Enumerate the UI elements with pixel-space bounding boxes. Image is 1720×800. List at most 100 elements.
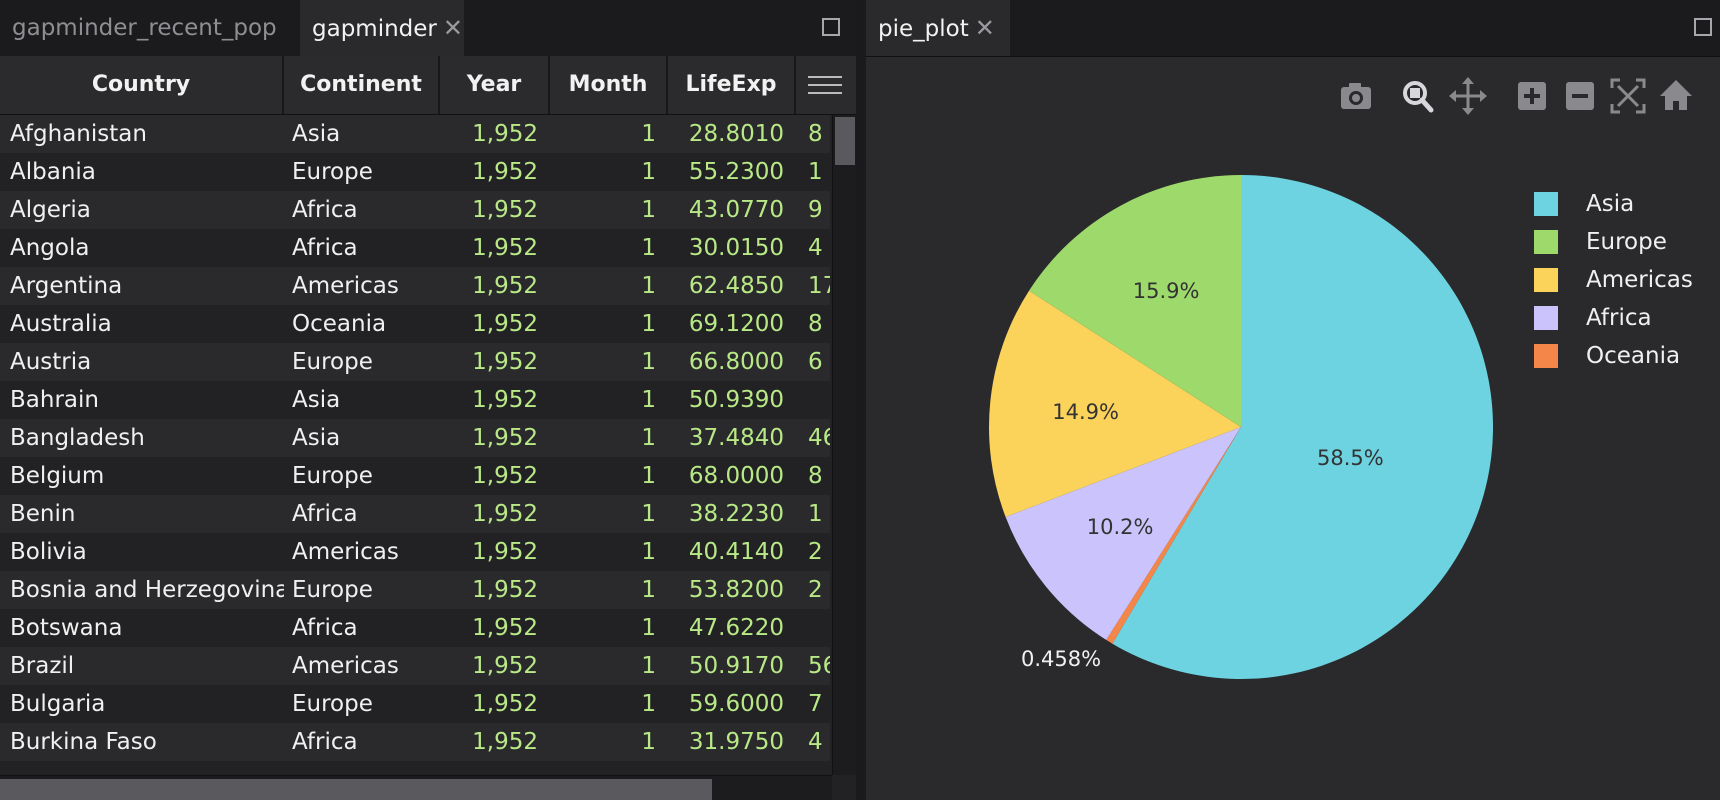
cell-continent: Africa — [292, 609, 440, 647]
tab-pie-plot[interactable]: pie_plot ✕ — [866, 0, 1010, 56]
column-header-continent[interactable]: Continent — [284, 56, 440, 114]
cell-next-column: 4 — [808, 723, 830, 761]
cell-year: 1,952 — [440, 647, 538, 685]
legend-item-asia[interactable]: Asia — [1534, 186, 1720, 216]
table-row[interactable]: Botswana Africa 1,952 1 47.6220 — [0, 609, 830, 647]
cell-country: Australia — [10, 305, 284, 343]
grid-header: Country Continent Year Month LifeExp — [0, 56, 856, 115]
cell-lifeexp: 30.0150 — [668, 229, 784, 267]
table-row[interactable]: Benin Africa 1,952 1 38.2230 1 — [0, 495, 830, 533]
table-row[interactable]: Bangladesh Asia 1,952 1 37.4840 46 — [0, 419, 830, 457]
cell-month: 1 — [550, 571, 656, 609]
column-header-year[interactable]: Year — [440, 56, 550, 114]
cell-month: 1 — [550, 267, 656, 305]
cell-year: 1,952 — [440, 153, 538, 191]
table-row[interactable]: Belgium Europe 1,952 1 68.0000 8 — [0, 457, 830, 495]
column-header-lifeexp[interactable]: LifeExp — [668, 56, 796, 114]
cell-year: 1,952 — [440, 381, 538, 419]
cell-country: Austria — [10, 343, 284, 381]
cell-year: 1,952 — [440, 723, 538, 761]
legend-swatch — [1534, 192, 1558, 216]
cell-country: Algeria — [10, 191, 284, 229]
legend-item-europe[interactable]: Europe — [1534, 224, 1720, 254]
maximize-icon[interactable] — [822, 18, 840, 36]
vertical-scrollbar-thumb[interactable] — [835, 117, 855, 165]
cell-month: 1 — [550, 343, 656, 381]
table-row[interactable]: Australia Oceania 1,952 1 69.1200 8 — [0, 305, 830, 343]
vertical-scrollbar[interactable] — [832, 115, 856, 775]
right-tab-bar: pie_plot ✕ — [866, 0, 1720, 57]
cell-continent: Oceania — [292, 305, 440, 343]
cell-lifeexp: 47.6220 — [668, 609, 784, 647]
cell-lifeexp: 62.4850 — [668, 267, 784, 305]
tab-gapminder-recent-pop[interactable]: gapminder_recent_pop — [0, 0, 298, 56]
cell-continent: Europe — [292, 153, 440, 191]
cell-continent: Europe — [292, 685, 440, 723]
tab-label: gapminder_recent_pop — [12, 15, 277, 41]
legend-label: Africa — [1586, 300, 1652, 336]
table-row[interactable]: Argentina Americas 1,952 1 62.4850 17 — [0, 267, 830, 305]
cell-year: 1,952 — [440, 609, 538, 647]
cell-country: Belgium — [10, 457, 284, 495]
cell-continent: Asia — [292, 115, 440, 153]
cell-next-column: 4 — [808, 229, 830, 267]
table-row[interactable]: Brazil Americas 1,952 1 50.9170 56 — [0, 647, 830, 685]
cell-month: 1 — [550, 457, 656, 495]
close-icon[interactable]: ✕ — [975, 14, 995, 42]
table-row[interactable]: Austria Europe 1,952 1 66.8000 6 — [0, 343, 830, 381]
legend-item-oceania[interactable]: Oceania — [1534, 338, 1720, 368]
cell-lifeexp: 55.2300 — [668, 153, 784, 191]
cell-lifeexp: 38.2230 — [668, 495, 784, 533]
tab-label: gapminder — [312, 16, 437, 42]
cell-country: Burkina Faso — [10, 723, 284, 761]
cell-year: 1,952 — [440, 267, 538, 305]
cell-lifeexp: 40.4140 — [668, 533, 784, 571]
cell-month: 1 — [550, 723, 656, 761]
pie-label-africa: 10.2% — [1087, 515, 1154, 539]
tab-gapminder[interactable]: gapminder ✕ — [300, 0, 464, 56]
cell-continent: Europe — [292, 343, 440, 381]
cell-country: Bangladesh — [10, 419, 284, 457]
grid-options-menu-icon[interactable] — [808, 70, 842, 100]
table-row[interactable]: Bolivia Americas 1,952 1 40.4140 2 — [0, 533, 830, 571]
close-icon[interactable]: ✕ — [443, 14, 463, 42]
cell-lifeexp: 43.0770 — [668, 191, 784, 229]
cell-month: 1 — [550, 115, 656, 153]
table-row[interactable]: Bulgaria Europe 1,952 1 59.6000 7 — [0, 685, 830, 723]
cell-continent: Americas — [292, 647, 440, 685]
table-row[interactable]: Albania Europe 1,952 1 55.2300 1 — [0, 153, 830, 191]
cell-continent: Americas — [292, 533, 440, 571]
column-header-month[interactable]: Month — [550, 56, 668, 114]
pie-label-asia: 58.5% — [1317, 446, 1384, 470]
maximize-icon[interactable] — [1694, 18, 1712, 36]
table-row[interactable]: Algeria Africa 1,952 1 43.0770 9 — [0, 191, 830, 229]
horizontal-scrollbar[interactable] — [0, 775, 832, 800]
horizontal-scrollbar-thumb[interactable] — [0, 779, 712, 800]
legend-item-africa[interactable]: Africa — [1534, 300, 1720, 330]
table-row[interactable]: Bosnia and Herzegovina Europe 1,952 1 53.820… — [0, 571, 830, 609]
table-row[interactable]: Angola Africa 1,952 1 30.0150 4 — [0, 229, 830, 267]
cell-lifeexp: 59.6000 — [668, 685, 784, 723]
cell-month: 1 — [550, 305, 656, 343]
legend-swatch — [1534, 306, 1558, 330]
cell-month: 1 — [550, 153, 656, 191]
legend-item-americas[interactable]: Americas — [1534, 262, 1720, 292]
cell-continent: Europe — [292, 457, 440, 495]
table-row[interactable]: Afghanistan Asia 1,952 1 28.8010 8 — [0, 115, 830, 153]
cell-continent: Europe — [292, 571, 440, 609]
cell-country: Botswana — [10, 609, 284, 647]
cell-next-column: 6 — [808, 343, 830, 381]
cell-country: Angola — [10, 229, 284, 267]
table-panel: gapminder_recent_pop gapminder ✕ Country … — [0, 0, 856, 800]
legend-swatch — [1534, 268, 1558, 292]
column-header-country[interactable]: Country — [0, 56, 284, 114]
cell-next-column: 2 — [808, 571, 830, 609]
cell-next-column: 7 — [808, 685, 830, 723]
cell-continent: Americas — [292, 267, 440, 305]
cell-country: Bahrain — [10, 381, 284, 419]
table-row[interactable]: Burkina Faso Africa 1,952 1 31.9750 4 — [0, 723, 830, 761]
cell-country: Bolivia — [10, 533, 284, 571]
table-row[interactable]: Bahrain Asia 1,952 1 50.9390 — [0, 381, 830, 419]
left-tab-bar: gapminder_recent_pop gapminder ✕ — [0, 0, 856, 57]
cell-continent: Africa — [292, 191, 440, 229]
